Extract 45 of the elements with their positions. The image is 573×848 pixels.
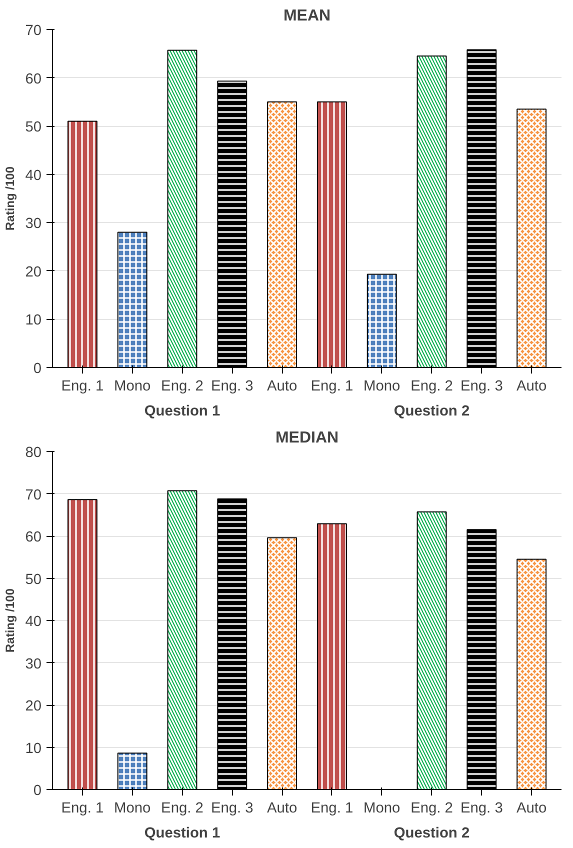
- y-axis-title: Rating /100: [3, 588, 18, 653]
- x-tick-label: Eng. 2: [161, 800, 204, 816]
- text: Question 1: [144, 826, 220, 842]
- y-tick-label: 40: [25, 168, 42, 184]
- y-axis-title: Rating /100: [3, 166, 18, 231]
- y-tick-label: 60: [25, 530, 42, 546]
- x-tick-label: Auto: [266, 378, 298, 394]
- x-tick-label: Eng. 2: [410, 800, 453, 816]
- y-tick-label: 50: [25, 572, 42, 588]
- text: Question 2: [394, 404, 470, 420]
- x-tick-label: Auto: [516, 378, 547, 394]
- y-tick-label: 40: [25, 614, 42, 630]
- x-tick-label: Eng. 1: [310, 800, 354, 816]
- y-tick-label: 70: [25, 487, 42, 504]
- x-tick-label: Mono: [364, 800, 400, 816]
- y-tick-label: 20: [25, 264, 42, 280]
- x-tick-label: Eng. 2: [161, 378, 204, 394]
- x-tick-label: Auto: [266, 800, 298, 816]
- x-tick-label: Mono: [114, 800, 151, 816]
- y-tick-label: 60: [25, 71, 42, 88]
- y-tick-label: 30: [25, 216, 42, 232]
- x-tick-label: Auto: [516, 800, 547, 816]
- x-tick-label: Eng. 3: [210, 378, 254, 394]
- x-tick-label: Eng. 3: [210, 800, 254, 816]
- y-tick-label: 0: [33, 361, 42, 377]
- y-tick-label: 10: [25, 740, 42, 757]
- x-tick-label: Mono: [364, 378, 400, 394]
- text: Question 2: [394, 826, 470, 842]
- y-tick-label: 30: [25, 656, 42, 672]
- text: Question 1: [144, 404, 220, 420]
- x-tick-label: Eng. 1: [310, 378, 354, 394]
- y-tick-label: 10: [25, 312, 42, 329]
- y-tick-label: 50: [25, 120, 42, 136]
- x-tick-label: Eng. 1: [61, 800, 104, 816]
- x-tick-label: Eng. 1: [61, 378, 104, 394]
- y-tick-label: 70: [25, 23, 42, 39]
- x-tick-label: Mono: [114, 378, 151, 394]
- y-tick-label: 0: [33, 783, 42, 799]
- y-tick-label: 80: [25, 445, 42, 461]
- x-tick-label: Eng. 2: [410, 378, 453, 394]
- y-tick-label: 20: [25, 698, 42, 714]
- chart-title: MEAN: [283, 8, 331, 24]
- x-tick-label: Eng. 3: [460, 800, 503, 816]
- x-tick-label: Eng. 3: [460, 378, 503, 394]
- chart-title: MEDIAN: [275, 430, 339, 446]
